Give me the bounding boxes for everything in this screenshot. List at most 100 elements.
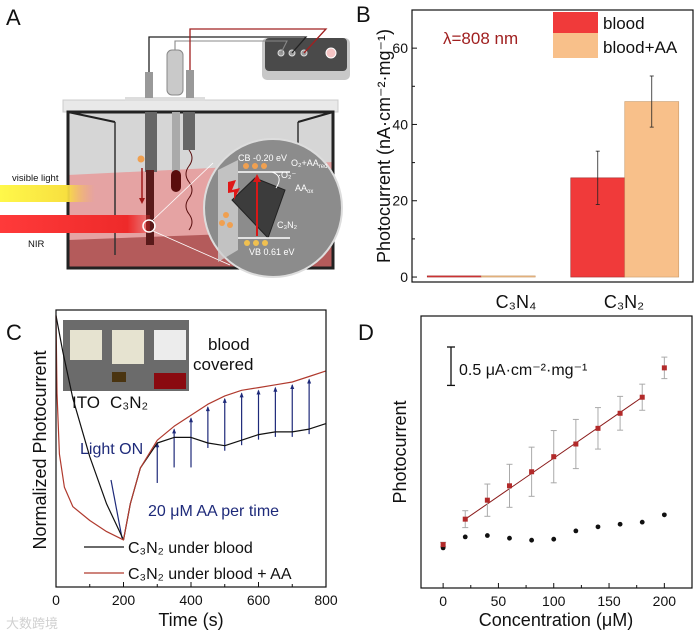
tank-lid <box>62 99 339 113</box>
bar-blood-0 <box>426 275 482 278</box>
ito-label: ITO <box>72 393 100 412</box>
aa-step-label: 20 μM AA per time <box>148 503 279 520</box>
series-line-blood <box>55 315 327 541</box>
arrow-head-icon <box>222 397 227 403</box>
arrow-head-icon <box>307 378 312 384</box>
legend-label-blood-aa: C₃N₂ under blood + AA <box>128 566 292 583</box>
x-tick-label: 150 <box>597 593 621 609</box>
data-point-aa <box>484 497 490 503</box>
series-line-blood-aa <box>55 315 327 541</box>
power-button <box>325 47 337 59</box>
c3n2-photo-label: C₃N₂ <box>110 393 148 412</box>
reference-electrode-tip <box>171 170 181 192</box>
data-point-aa <box>595 425 601 431</box>
lightning-icon <box>228 180 240 200</box>
wire <box>189 28 328 72</box>
arrow-head-icon <box>155 442 160 448</box>
x-tick-label: 200 <box>112 592 136 608</box>
lid-plate <box>125 97 205 101</box>
x-tick-label: 600 <box>247 592 271 608</box>
arrow-head-icon <box>172 428 177 434</box>
wavelength-annotation: λ=808 nm <box>443 29 518 48</box>
bar-blood-AA-0 <box>480 275 536 278</box>
ito-sample <box>70 330 102 360</box>
arrow-head-icon <box>205 406 210 412</box>
electrode-plate <box>218 160 238 262</box>
legend-swatch-blood-aa <box>553 33 598 58</box>
panel-label-c: C <box>6 320 22 345</box>
data-point-aa <box>617 410 623 416</box>
x-tick-label: 0 <box>439 593 447 609</box>
vb-label: VB 0.61 eV <box>249 247 295 257</box>
tank-edge <box>297 111 334 123</box>
data-point-control <box>462 534 468 540</box>
reaction-arrow <box>271 171 280 189</box>
y-axis-label: Normalized Photocurrent <box>30 350 50 549</box>
zoom-source-circle <box>142 219 156 233</box>
zoom-line <box>152 230 231 266</box>
data-point-control <box>639 519 645 525</box>
inset-photo <box>63 320 189 391</box>
arrow-head-icon <box>239 392 244 398</box>
counter-electrode-top <box>186 70 194 98</box>
legend: C₃N₂ under blood C₃N₂ under blood + AA <box>84 540 292 583</box>
watermark: 大数跨境 <box>6 616 58 631</box>
counter-electrode <box>183 112 195 150</box>
legend-label-blood-aa: blood+AA <box>603 38 678 57</box>
data-point-aa <box>440 542 446 548</box>
x-tick-label: 50 <box>491 593 507 609</box>
wire <box>148 36 308 72</box>
x-axis-label: Concentration (μM) <box>479 610 633 630</box>
y-tick-label: 60 <box>392 40 408 56</box>
legend-swatch-blood <box>553 12 598 33</box>
arrow-head-icon <box>139 198 145 204</box>
blood-covered-label-1: blood <box>208 335 250 354</box>
arrow-head-icon <box>253 174 261 182</box>
y-tick-label: 20 <box>392 193 408 209</box>
holes <box>244 240 268 246</box>
reference-electrode-top <box>166 49 184 96</box>
data-point-aa <box>506 483 512 489</box>
data-point-aa <box>462 516 468 522</box>
panel-c-line-chart: C Normalized Photocurrent Time (s) blood… <box>6 309 338 631</box>
plot-frame <box>420 315 693 589</box>
tank-edge <box>67 111 116 123</box>
arrow-head-icon <box>290 384 295 390</box>
c3n2-sample <box>112 330 144 364</box>
data-point-control <box>551 536 557 542</box>
data-point-control <box>661 512 667 518</box>
data-point-aa <box>551 454 557 460</box>
nir-label: NIR <box>28 239 45 250</box>
data-point-aa <box>529 469 535 475</box>
reference-electrode <box>172 112 180 172</box>
data-point-control <box>484 533 490 538</box>
data-point-control <box>595 524 601 530</box>
working-electrode <box>145 112 157 172</box>
panel-label-a: A <box>6 5 21 30</box>
data-point-aa <box>573 441 579 447</box>
y-tick-label: 0 <box>400 269 408 285</box>
bar-blood-AA-1 <box>624 101 680 278</box>
data-point-control <box>529 537 535 543</box>
y-axis-label: Photocurrent <box>390 400 410 503</box>
electrons <box>219 163 267 228</box>
working-electrode-tip <box>146 170 154 245</box>
panel-b-bar-chart: B Photocurrent (nA·cm⁻²·mg⁻¹) 0 20 40 60 λ=… <box>356 2 694 312</box>
x-tick-label: 0 <box>52 592 60 608</box>
c3n2-film <box>112 372 126 382</box>
arrow-head-icon <box>189 417 193 423</box>
superoxide-label: ·O₂⁻ <box>278 170 296 180</box>
arrow-head-icon <box>273 386 278 392</box>
arrow-head-icon <box>256 389 261 395</box>
y-tick-label: 40 <box>392 116 408 132</box>
c3n2-label: C₃N₂ <box>277 220 298 230</box>
cb-label: CB -0.20 eV <box>238 153 287 163</box>
blood-covered-label-2: covered <box>193 355 253 374</box>
data-point-control <box>507 535 512 541</box>
x-tick-label: 400 <box>179 592 203 608</box>
legend-label-blood: blood <box>603 14 645 33</box>
panel-a-illustration: A <box>0 5 350 278</box>
working-electrode-top <box>145 72 153 98</box>
blood-layer <box>154 373 186 389</box>
